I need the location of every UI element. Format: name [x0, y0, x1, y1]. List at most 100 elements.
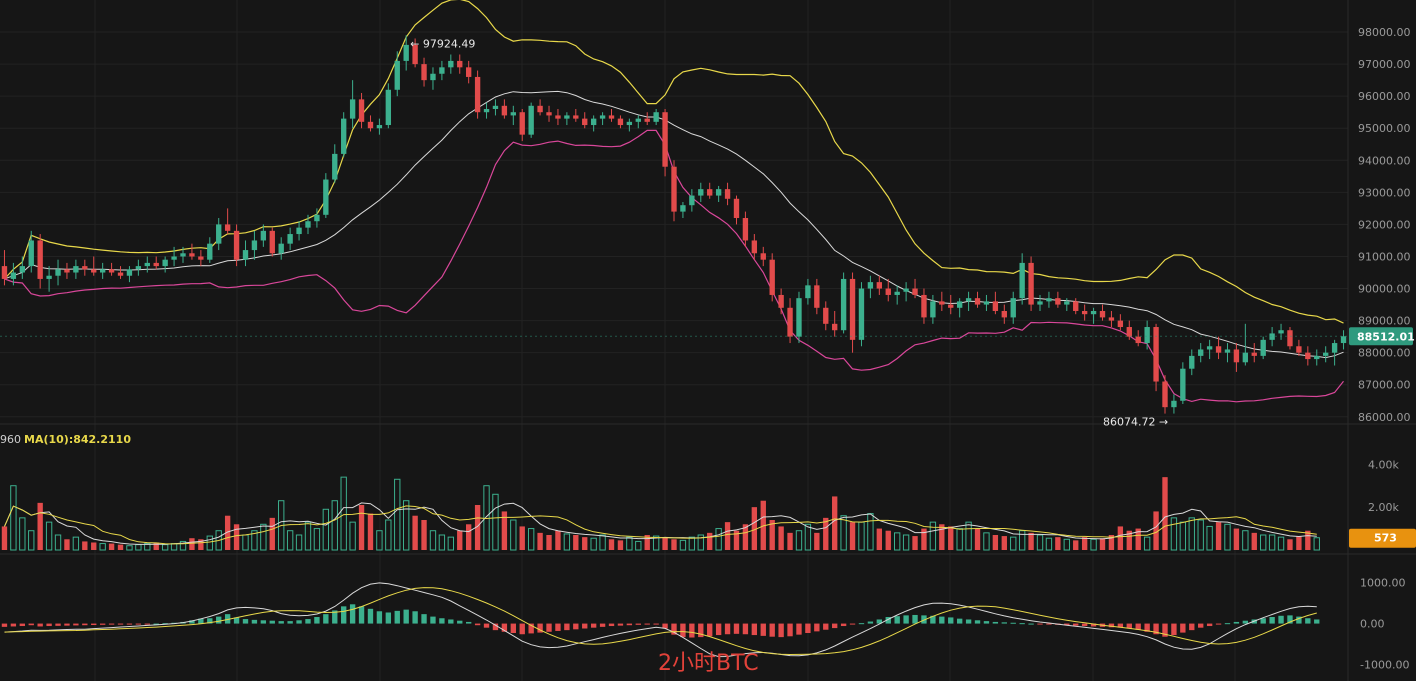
candle-body	[37, 240, 43, 279]
candle-body	[216, 224, 222, 244]
macd-bar	[644, 623, 650, 625]
macd-bar	[153, 623, 159, 625]
price-tick-label: 93000.00	[1358, 186, 1411, 199]
volume-bar	[179, 540, 187, 551]
volume-bar	[974, 528, 981, 550]
macd-bar	[1233, 621, 1240, 624]
macd-lines	[4, 582, 1317, 658]
volume-bar	[126, 545, 133, 551]
candle-body	[126, 269, 133, 276]
volume-bar	[64, 539, 70, 550]
macd-bar	[1296, 616, 1302, 624]
candle-body	[1144, 327, 1150, 344]
candle-body	[189, 253, 195, 257]
macd-bar	[242, 619, 249, 624]
macd-bar	[251, 619, 258, 624]
volume-bar	[733, 530, 740, 550]
macd-bar	[10, 623, 17, 627]
macd-bar	[1269, 617, 1275, 624]
price-tick-label: 88000.00	[1358, 347, 1411, 360]
candle-body	[171, 256, 177, 260]
candle-body	[358, 99, 365, 122]
macd-bar	[573, 623, 579, 630]
volume-bar	[1063, 538, 1070, 551]
candle-body	[439, 67, 445, 74]
macd-dif-line	[4, 582, 1317, 658]
volume-bar	[983, 532, 990, 551]
macd-bar	[965, 619, 972, 624]
volume-bar	[447, 536, 454, 551]
candle-body	[1046, 298, 1052, 302]
candle-body	[82, 266, 88, 270]
volume-bar	[10, 485, 17, 551]
volume-bar	[1055, 537, 1061, 550]
candle-body	[921, 294, 927, 318]
candle-body	[733, 198, 740, 219]
max-price-annotation: ← 97924.49	[410, 37, 475, 50]
volume-bar	[804, 523, 812, 551]
candle-body	[840, 278, 847, 331]
candle-body	[680, 205, 686, 212]
macd-bar	[760, 623, 766, 636]
volume-bar	[349, 521, 356, 551]
candle-body	[73, 266, 79, 273]
macd-bar	[698, 623, 704, 638]
candle-body	[653, 112, 659, 122]
macd-bar	[332, 610, 338, 624]
candle-body	[1206, 346, 1213, 350]
volume-bar	[1197, 519, 1204, 551]
macd-bar	[430, 616, 436, 624]
macd-bar	[91, 623, 97, 626]
macd-bar	[216, 616, 222, 624]
volume-bar	[849, 522, 856, 550]
macd-bar	[1037, 623, 1043, 625]
volume-bar	[37, 502, 43, 550]
macd-bar	[198, 618, 204, 624]
candle-body	[814, 285, 820, 308]
volume-bar	[474, 505, 481, 550]
candle-body	[1215, 346, 1222, 353]
candle-body	[207, 243, 213, 260]
volume-bar	[1090, 538, 1097, 551]
volume-bar	[269, 517, 275, 550]
macd-bar	[394, 610, 400, 624]
volume-bar	[54, 534, 62, 551]
candle-body	[242, 250, 249, 260]
candle-body	[251, 240, 258, 251]
volume-bar	[28, 530, 35, 551]
volume-bar	[1126, 530, 1132, 550]
macd-bar	[144, 623, 150, 625]
macd-bar	[635, 623, 641, 625]
candle-body	[260, 230, 267, 241]
macd-bar	[376, 611, 383, 624]
candle-body	[671, 166, 677, 212]
volume-bar	[215, 530, 222, 551]
candle-body	[349, 99, 356, 119]
volume-tick-label: 4.00k	[1368, 458, 1399, 471]
candle-body	[269, 230, 275, 254]
candle-body	[1028, 262, 1034, 305]
candle-body	[1180, 368, 1186, 401]
candle-body	[519, 112, 525, 135]
volume-bar	[198, 539, 204, 550]
volume-bar	[206, 535, 213, 551]
macd-bar	[501, 623, 508, 632]
volume-bar	[1117, 526, 1124, 550]
candle-body	[1331, 343, 1338, 353]
macd-bar	[510, 623, 516, 634]
volume-bar	[679, 539, 687, 551]
volume-bar	[161, 544, 169, 551]
candle-body	[323, 179, 329, 215]
macd-bar	[1180, 623, 1186, 633]
macd-bar	[546, 623, 552, 632]
volume-bar	[671, 539, 677, 550]
macd-bar	[55, 623, 61, 626]
candle-body	[1010, 298, 1016, 318]
macd-bar	[1073, 623, 1079, 626]
price-tick-label: 98000.00	[1358, 26, 1411, 39]
volume-bar	[492, 493, 499, 551]
macd-dea-line	[4, 587, 1317, 656]
macd-bar	[82, 623, 88, 626]
